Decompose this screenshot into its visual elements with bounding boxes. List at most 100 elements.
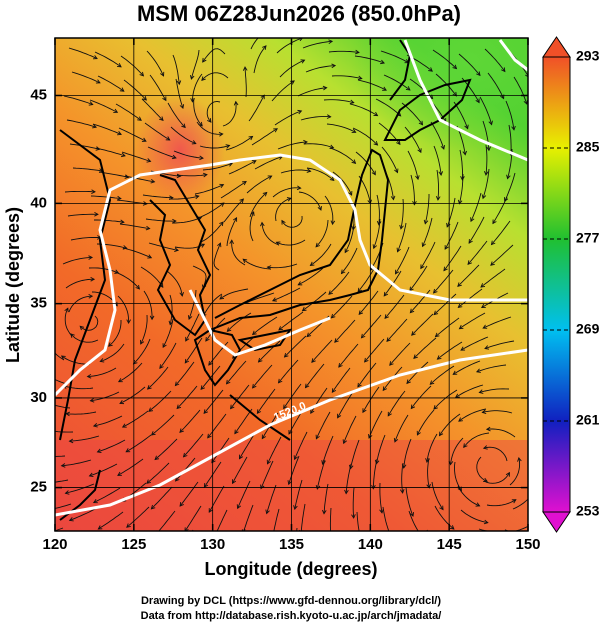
- streamline-arrow: [160, 71, 165, 77]
- x-tick-label: 120: [42, 536, 67, 553]
- streamline: [376, 434, 386, 464]
- streamline: [66, 411, 97, 415]
- streamline: [230, 384, 250, 409]
- streamline-arrow: [468, 239, 473, 244]
- streamline: [100, 343, 125, 362]
- streamline-arrow: [154, 455, 160, 461]
- streamline-arrow: [135, 284, 140, 290]
- streamline-arrow: [429, 380, 435, 385]
- streamline-arrow: [202, 172, 208, 178]
- streamline: [328, 271, 350, 295]
- streamline: [61, 459, 92, 467]
- streamline: [68, 295, 93, 313]
- streamline: [311, 339, 333, 363]
- streamline-arrow: [517, 456, 522, 462]
- streamline: [443, 245, 462, 271]
- title: MSM 06Z28Jun2026 (850.0hPa): [137, 1, 461, 26]
- streamline-arrow: [126, 523, 131, 528]
- streamline: [226, 312, 252, 332]
- streamline-arrow: [137, 116, 142, 121]
- streamline: [244, 66, 247, 98]
- streamline: [332, 171, 353, 196]
- streamline-arrow: [394, 168, 399, 174]
- streamline: [505, 100, 515, 130]
- streamline-arrow: [92, 499, 98, 504]
- streamline: [306, 167, 335, 181]
- streamline-arrow: [483, 171, 489, 176]
- streamline: [326, 123, 356, 133]
- streamline: [432, 49, 457, 69]
- streamline-arrow: [349, 99, 355, 105]
- streamline: [375, 98, 401, 117]
- streamline: [278, 359, 299, 384]
- streamline: [458, 408, 487, 422]
- streamline-arrow: [239, 198, 245, 204]
- y-tick-label: 45: [30, 86, 47, 103]
- streamline: [55, 378, 68, 385]
- streamline: [454, 461, 462, 491]
- streamline-arrow: [203, 482, 209, 488]
- streamline-arrow: [181, 123, 186, 129]
- streamline: [460, 336, 489, 351]
- streamline: [184, 337, 203, 364]
- streamline: [487, 72, 505, 99]
- streamline-arrow: [150, 504, 156, 510]
- streamline: [63, 95, 93, 106]
- streamline: [154, 438, 178, 460]
- streamline-arrow: [179, 104, 185, 110]
- streamline-arrow: [303, 139, 308, 145]
- streamline-arrow: [342, 439, 347, 445]
- streamline-arrow: [373, 141, 379, 146]
- streamline-arrow: [371, 170, 376, 176]
- streamline-arrow: [460, 346, 466, 351]
- streamline-arrow: [230, 404, 235, 410]
- streamline-arrow: [99, 358, 105, 363]
- streamline: [237, 480, 251, 509]
- streamline-arrow: [478, 389, 484, 394]
- streamline-arrow: [64, 490, 70, 495]
- streamline: [386, 318, 408, 342]
- streamline: [175, 361, 195, 386]
- streamline-arrow: [211, 458, 216, 464]
- streamline-arrow: [174, 476, 180, 482]
- streamline: [384, 294, 405, 319]
- streamline-arrow: [267, 175, 273, 180]
- streamline: [305, 363, 325, 388]
- streamline: [65, 483, 95, 494]
- streamline-arrow: [120, 219, 125, 225]
- streamline: [118, 127, 147, 142]
- streamline: [470, 192, 482, 222]
- streamline: [201, 72, 229, 81]
- streamline: [124, 175, 155, 183]
- streamline: [345, 463, 352, 494]
- streamline-arrow: [490, 240, 496, 246]
- streamline-arrow: [70, 333, 75, 338]
- streamline-arrow: [351, 159, 357, 164]
- streamline-arrow: [179, 502, 184, 507]
- streamline-arrow: [409, 512, 414, 517]
- streamline: [513, 76, 528, 105]
- streamline-arrow: [113, 108, 119, 113]
- streamline: [322, 435, 334, 465]
- streamline-arrow: [68, 438, 74, 444]
- streamline-arrow: [358, 310, 364, 316]
- streamline-arrow: [452, 91, 457, 97]
- streamline: [261, 222, 280, 246]
- streamline: [179, 409, 201, 433]
- streamline: [226, 217, 237, 247]
- streamline-arrow: [201, 76, 206, 82]
- streamline-arrow: [480, 303, 486, 309]
- streamline: [404, 126, 422, 153]
- streamline: [373, 218, 381, 249]
- streamline-arrow: [396, 247, 401, 253]
- streamline-arrow: [293, 554, 297, 558]
- streamline: [93, 487, 121, 503]
- streamline: [69, 507, 98, 521]
- streamline-arrow: [119, 87, 125, 92]
- streamline-arrow: [310, 409, 315, 415]
- streamline: [410, 174, 415, 205]
- streamline-arrow: [322, 85, 328, 91]
- streamline: [420, 241, 436, 269]
- streamline: [183, 433, 204, 458]
- streamline: [246, 175, 272, 194]
